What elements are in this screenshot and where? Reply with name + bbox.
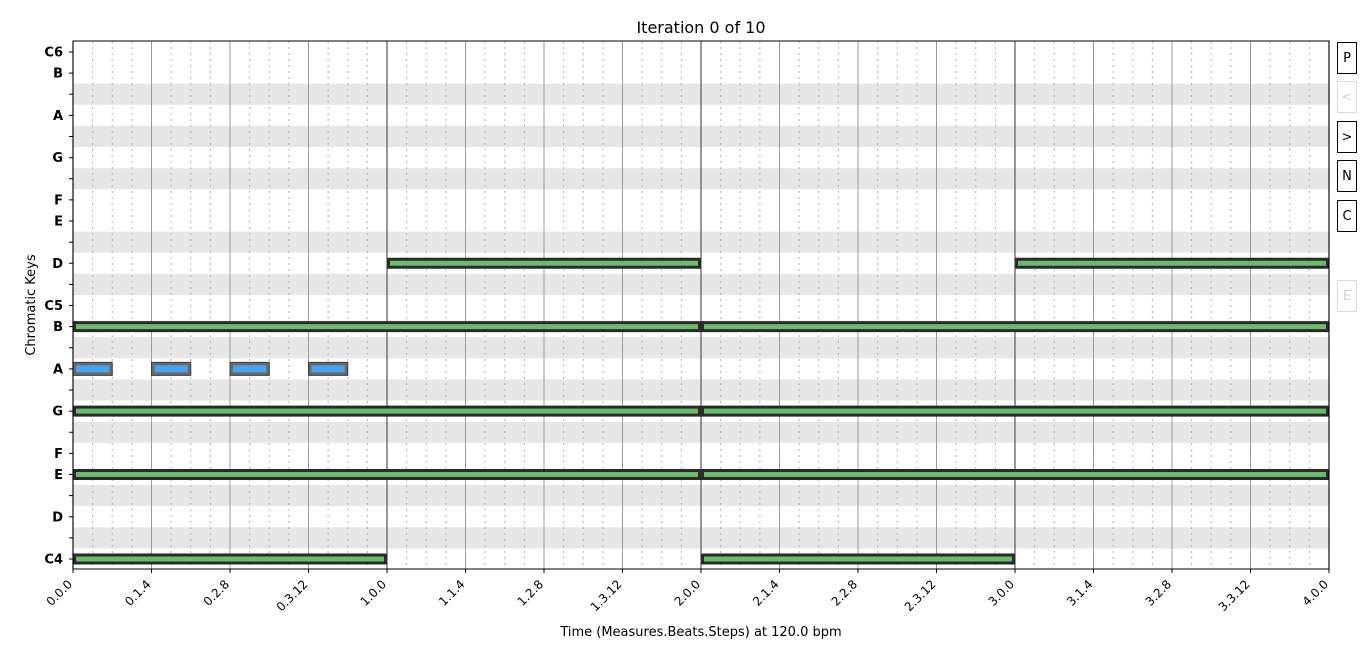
y-tick-label: D xyxy=(52,510,63,525)
export-button[interactable]: E xyxy=(1337,280,1357,312)
y-tick-label: G xyxy=(52,405,63,420)
new-button[interactable]: N xyxy=(1337,160,1357,192)
x-tick-label: 4.0.0 xyxy=(1300,577,1331,608)
y-tick-label: C4 xyxy=(44,553,63,568)
x-tick-label: 3.2.8 xyxy=(1143,577,1174,608)
chord-note xyxy=(73,405,701,417)
y-tick-label: B xyxy=(53,67,63,82)
y-tick-label: C5 xyxy=(44,299,63,314)
y-tick-label: G xyxy=(52,151,63,166)
x-tick-label: 0.3.12 xyxy=(274,577,311,614)
y-tick-label: A xyxy=(53,109,63,124)
y-tick-label: E xyxy=(54,468,63,483)
chord-note xyxy=(73,553,387,565)
chord-note xyxy=(701,553,1015,565)
melody-note xyxy=(233,365,267,373)
y-tick-label: A xyxy=(53,362,63,377)
x-tick-label: 1.0.0 xyxy=(358,577,389,608)
chord-note xyxy=(701,469,1329,480)
x-axis-ticks: 0.0.0 0.1.4 0.2.8 0.3.12 1.0.0 1.1.4 1.2.8 1.3.… xyxy=(44,569,1331,614)
play-button[interactable]: P xyxy=(1337,42,1357,74)
melody-note xyxy=(311,365,345,373)
x-tick-label: 3.3.12 xyxy=(1216,577,1253,614)
x-axis-label: Time (Measures.Beats.Steps) at 120.0 bpm xyxy=(559,625,841,640)
y-tick-label: F xyxy=(54,193,63,208)
x-tick-label: 0.0.0 xyxy=(44,577,75,608)
chord-note xyxy=(73,469,701,480)
x-tick-label: 2.2.8 xyxy=(829,577,860,608)
x-tick-label: 0.1.4 xyxy=(122,577,153,608)
chord-note xyxy=(701,405,1329,417)
previous-button[interactable]: < xyxy=(1337,81,1357,113)
x-tick-label: 1.2.8 xyxy=(515,577,546,608)
next-button[interactable]: > xyxy=(1337,121,1357,153)
x-tick-label: 0.2.8 xyxy=(201,577,232,608)
clear-button[interactable]: C xyxy=(1337,200,1357,232)
piano-roll-grid xyxy=(72,41,1330,569)
y-tick-label: D xyxy=(52,257,63,272)
chord-note xyxy=(1015,257,1329,269)
chord-note xyxy=(701,321,1329,333)
x-tick-label: 1.1.4 xyxy=(436,577,467,608)
y-axis-label: Chromatic Keys xyxy=(24,254,39,356)
y-tick-label: C6 xyxy=(44,46,63,61)
x-tick-label: 2.0.0 xyxy=(672,577,703,608)
y-tick-label: E xyxy=(54,215,63,230)
chord-note xyxy=(387,257,701,269)
y-tick-label: F xyxy=(54,447,63,462)
y-tick-label: B xyxy=(53,320,63,335)
x-tick-label: 3.0.0 xyxy=(986,577,1017,608)
piano-roll-notes xyxy=(72,257,1329,565)
melody-note xyxy=(154,365,188,373)
melody-note xyxy=(76,365,110,373)
chord-note xyxy=(73,321,701,333)
x-tick-label: 2.3.12 xyxy=(902,577,939,614)
chart-title: Iteration 0 of 10 xyxy=(636,18,765,37)
x-tick-label: 3.1.4 xyxy=(1064,577,1095,608)
x-tick-label: 2.1.4 xyxy=(750,577,781,608)
x-tick-label: 1.3.12 xyxy=(588,577,625,614)
